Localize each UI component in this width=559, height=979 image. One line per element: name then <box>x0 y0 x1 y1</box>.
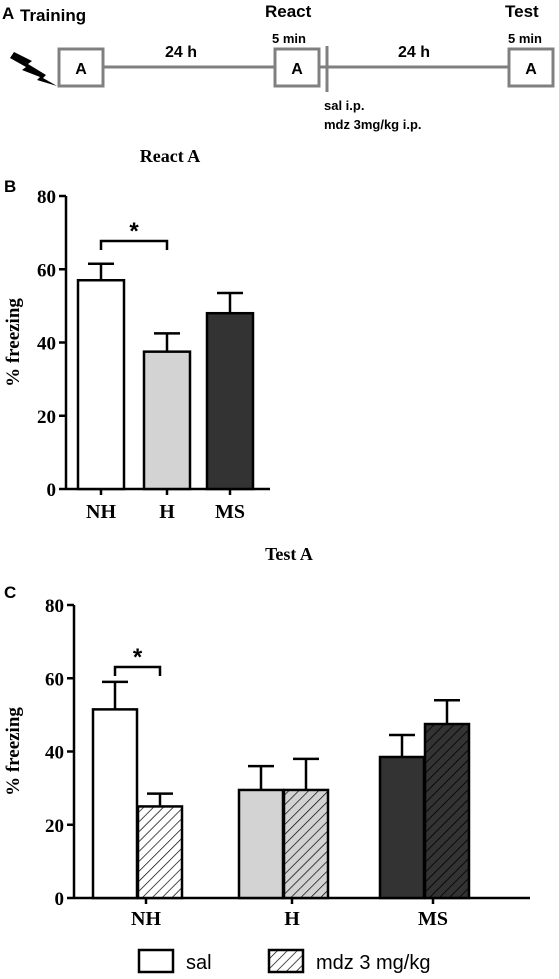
bar <box>136 805 184 900</box>
significance-bracket <box>99 239 169 250</box>
y-tick-label: 20 <box>45 816 64 837</box>
lightning-bolt-icon <box>10 52 57 86</box>
bar <box>142 350 192 491</box>
injection-label-1: sal i.p. <box>324 98 364 113</box>
react-label: React <box>265 2 312 21</box>
interval-2-label: 24 h <box>398 44 430 61</box>
legend-swatch-mdz <box>267 948 305 974</box>
significance-star: * <box>133 644 143 671</box>
y-tick-label: 0 <box>55 889 65 910</box>
y-tick-label: 80 <box>37 187 56 208</box>
significance-star: * <box>129 218 139 245</box>
context-box-training <box>57 47 105 88</box>
bar <box>76 278 126 491</box>
context-training-label: A <box>75 61 87 78</box>
y-tick-label: 60 <box>37 260 56 281</box>
panel-a-letter: A <box>2 4 14 23</box>
context-test-label: A <box>525 61 537 78</box>
context-react-label: A <box>291 61 303 78</box>
legend: sal mdz 3 mg/kg <box>137 948 430 974</box>
react-duration-label: 5 min <box>272 31 306 46</box>
x-tick-label: H <box>284 908 300 930</box>
x-tick-label: MS <box>418 908 448 930</box>
legend-label-mdz: mdz 3 mg/kg <box>316 952 430 974</box>
y-tick-label: 20 <box>37 407 56 428</box>
panel-c-chart: C Test A % freezing 0 20 40 60 80 NH H MS * <box>3 544 530 930</box>
bar <box>237 788 285 900</box>
chart-title: Test A <box>265 544 313 564</box>
panel-b-letter: B <box>4 177 16 196</box>
context-box-react <box>273 47 321 88</box>
test-label: Test <box>505 2 539 21</box>
y-axis-label: % freezing <box>3 707 24 796</box>
y-tick-label: 40 <box>45 743 64 764</box>
x-tick-label: NH <box>86 501 116 523</box>
injection-label-2: mdz 3mg/kg i.p. <box>324 117 422 132</box>
significance-bracket <box>113 665 162 676</box>
context-box-test <box>507 47 555 88</box>
panel-a-timeline: A Training React Test 5 min 5 min 24 h 2… <box>2 2 555 132</box>
y-axis-label: % freezing <box>3 298 24 387</box>
bar <box>91 708 139 900</box>
legend-swatch-sal <box>137 948 175 974</box>
bar <box>282 788 330 900</box>
test-duration-label: 5 min <box>508 31 542 46</box>
training-label: Training <box>20 6 86 25</box>
panel-c-letter: C <box>4 583 16 602</box>
panel-b-chart: B React A % freezing 0 20 40 60 80 NH H MS * <box>3 146 270 523</box>
y-tick-label: 60 <box>45 669 64 690</box>
x-tick-label: MS <box>215 501 245 523</box>
y-tick-label: 0 <box>47 480 57 501</box>
chart-title: React A <box>140 146 200 166</box>
interval-1-label: 24 h <box>165 44 197 61</box>
bar <box>423 722 471 900</box>
bar <box>378 755 426 900</box>
x-tick-label: H <box>159 501 175 523</box>
bar <box>205 311 255 491</box>
y-tick-label: 80 <box>45 596 64 617</box>
x-tick-label: NH <box>131 908 161 930</box>
y-tick-label: 40 <box>37 334 56 355</box>
legend-label-sal: sal <box>186 952 212 974</box>
